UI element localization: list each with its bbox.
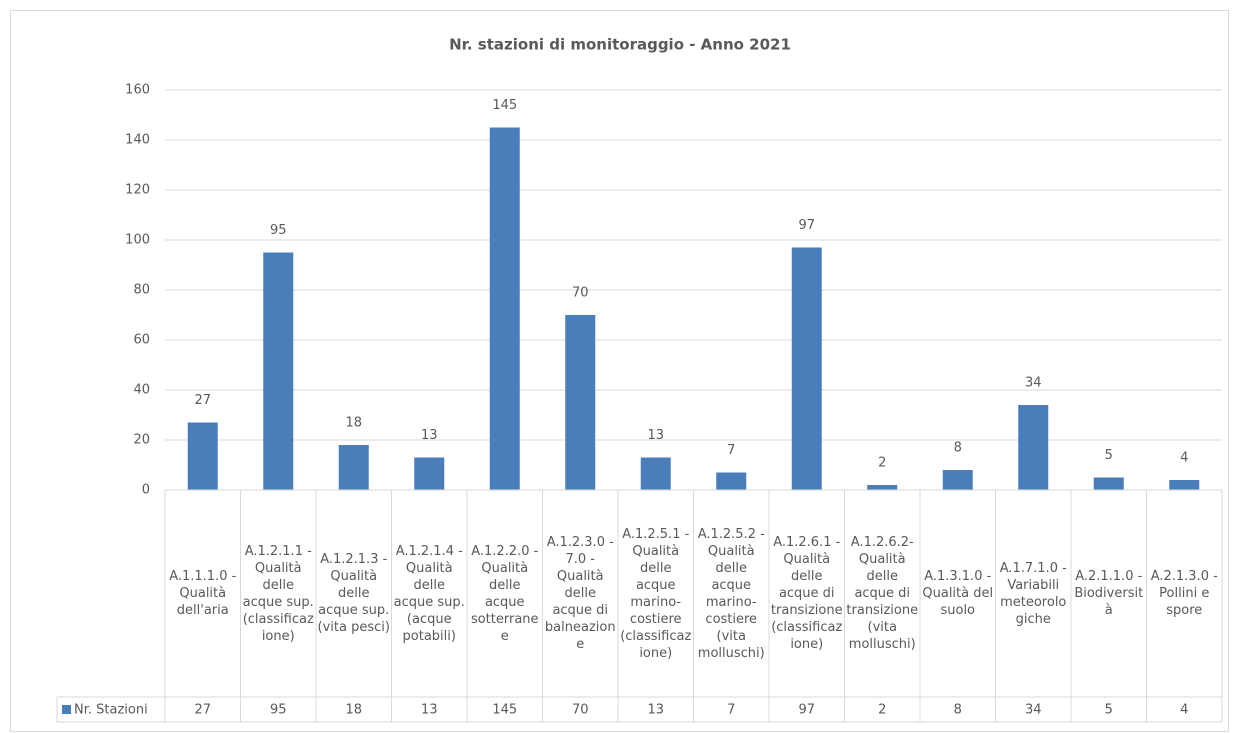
- y-tick-label: 60: [133, 333, 150, 348]
- table-value: 97: [798, 703, 815, 718]
- data-label: 95: [270, 223, 287, 238]
- x-tick-label: A.1.2.2.0 - Qualità delle acque sotterra…: [470, 543, 539, 644]
- bar: [791, 247, 822, 490]
- bar: [867, 485, 898, 490]
- y-tick-label: 120: [125, 183, 150, 198]
- legend-label: Nr. Stazioni: [74, 703, 148, 718]
- x-tick-label: A.2.1.3.0 - Pollini e spore: [1150, 569, 1218, 618]
- data-label: 13: [421, 428, 438, 443]
- table-value: 95: [270, 703, 287, 718]
- x-tick-label: A.1.2.1.4 - Qualità delle acque sup. (ac…: [393, 543, 465, 644]
- table-value: 7: [727, 703, 735, 718]
- x-tick-label: A.1.1.1.0 - Qualità dell'aria: [169, 569, 237, 618]
- table-value: 34: [1025, 703, 1042, 718]
- table-value: 8: [954, 703, 962, 718]
- table-value: 4: [1180, 703, 1188, 718]
- y-tick-label: 160: [125, 83, 150, 98]
- data-label: 18: [345, 416, 362, 431]
- data-label: 34: [1025, 376, 1042, 391]
- data-label: 70: [572, 286, 589, 301]
- data-label: 8: [954, 441, 962, 456]
- legend-key: [62, 705, 71, 714]
- y-tick-label: 80: [133, 283, 150, 298]
- data-label: 97: [798, 218, 815, 233]
- bar: [1093, 477, 1124, 490]
- x-tick-label: A.1.2.5.1 - Qualità delle acque marino-c…: [620, 526, 692, 661]
- table-value: 2: [878, 703, 886, 718]
- data-label: 7: [727, 443, 735, 458]
- table-value: 70: [572, 703, 589, 718]
- bar: [187, 422, 218, 490]
- y-tick-label: 0: [142, 483, 150, 498]
- bar: [1018, 405, 1049, 490]
- table-value: 13: [647, 703, 664, 718]
- data-label: 145: [492, 98, 517, 113]
- data-label: 2: [878, 456, 886, 471]
- x-tick-label: A.1.2.6.1 - Qualità delle acque di trans…: [770, 535, 843, 652]
- bar: [716, 472, 747, 490]
- bar: [338, 445, 369, 490]
- x-tick-label: A.1.2.3.0 - 7.0 - Qualità delle acque di…: [544, 535, 616, 652]
- data-label: 13: [647, 428, 664, 443]
- bar: [414, 457, 445, 490]
- x-tick-label: A.2.1.1.0 - Biodiversità: [1074, 569, 1144, 618]
- bar: [489, 127, 520, 490]
- table-value: 18: [345, 703, 362, 718]
- y-tick-label: 40: [133, 383, 150, 398]
- table-value: 145: [492, 703, 517, 718]
- x-tick-label: A.1.2.1.3 - Qualità delle acque sup. (vi…: [317, 552, 390, 635]
- x-tick-label: A.1.2.6.2- Qualità delle acque di transi…: [846, 535, 919, 652]
- table-value: 13: [421, 703, 438, 718]
- data-label: 4: [1180, 451, 1188, 466]
- chart-title: Nr. stazioni di monitoraggio - Anno 2021: [449, 36, 791, 54]
- table-value: 5: [1105, 703, 1113, 718]
- bar: [942, 470, 973, 490]
- y-tick-label: 20: [133, 433, 150, 448]
- bar: [565, 315, 596, 490]
- x-tick-label: A.1.2.1.1 - Qualità delle acque sup. (cl…: [242, 543, 314, 644]
- y-tick-label: 140: [125, 133, 150, 148]
- data-label: 27: [194, 393, 211, 408]
- bar: [263, 252, 294, 490]
- x-tick-label: A.1.2.5.2 - Qualità delle acque marino-c…: [697, 526, 765, 661]
- x-tick-label: A.1.7.1.0 - Variabili meteorologiche: [999, 560, 1067, 627]
- x-tick-label: A.1.3.1.0 - Qualità del suolo: [922, 569, 994, 618]
- bar: [640, 457, 671, 490]
- table-value: 27: [194, 703, 211, 718]
- bar: [1169, 480, 1200, 490]
- data-label: 5: [1105, 448, 1113, 463]
- y-tick-label: 100: [125, 233, 150, 248]
- chart-frame: [10, 10, 1229, 732]
